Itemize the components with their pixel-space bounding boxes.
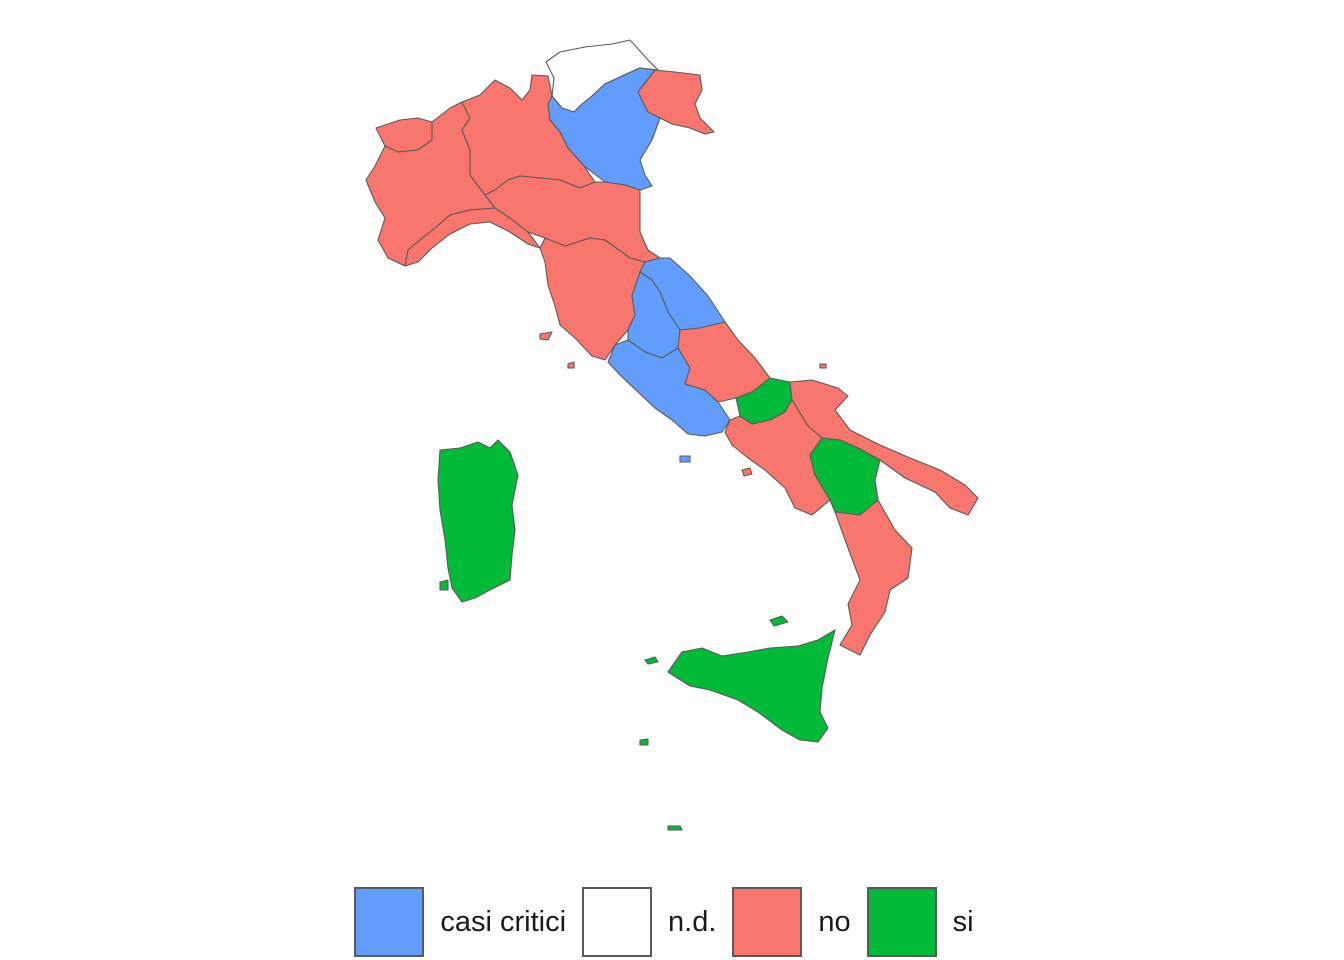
region-sicilia [667,629,836,743]
region-liguria [404,207,541,267]
legend-swatch-si [866,887,937,957]
island-lampedusa [667,825,683,831]
island-sant-antioco [439,579,449,591]
legend-label-casi-critici: casi critici [440,905,567,938]
island-egadi [644,656,659,665]
legend-swatch-no [732,887,803,957]
region-calabria [834,499,913,656]
island-capri-ischia [741,467,753,477]
legend-item-casi-critici: casi critici [354,887,582,957]
legend-swatch-casi-critici [354,887,425,957]
legend-swatch-nd [582,887,653,957]
region-lombardia [461,74,596,196]
legend-item-no: no [732,887,866,957]
italy-regions-map [365,39,979,831]
island-eolie [769,615,789,627]
region-sardegna [437,439,519,603]
region-friuli-venezia-giulia [637,69,715,135]
island-elba [539,331,553,341]
legend-label-si: si [952,905,974,938]
island-pantelleria [639,738,649,746]
legend-label-nd: n.d. [668,905,717,938]
legend-item-si: si [866,887,990,957]
island-giglio [567,361,575,369]
legend-item-nd: n.d. [582,887,732,957]
island-tremiti [819,363,827,369]
island-pontine [679,455,691,463]
legend-label-no: no [818,905,851,938]
legend: casi critici n.d. no si [0,885,1344,959]
